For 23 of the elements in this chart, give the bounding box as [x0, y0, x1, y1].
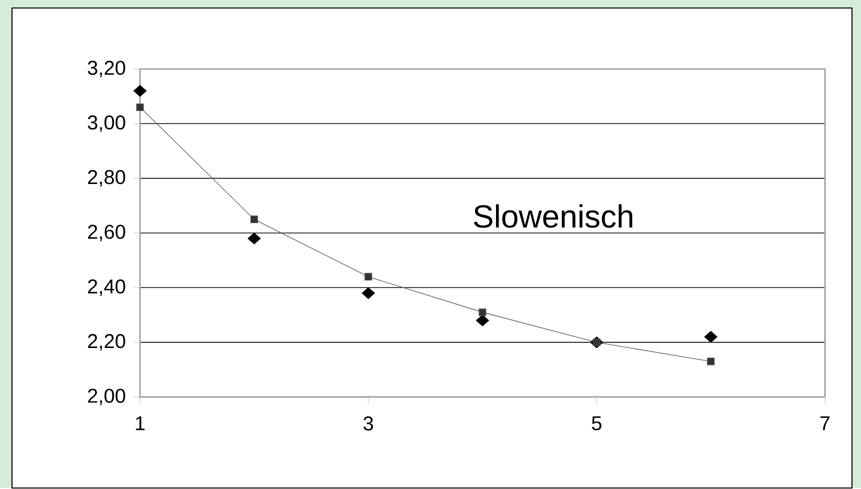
- point: [704, 331, 718, 343]
- x-tick-label: 1: [136, 416, 145, 430]
- point: [476, 314, 490, 327]
- point: [133, 85, 147, 97]
- point: [478, 308, 486, 316]
- annotation: Slowenisch: [474, 204, 632, 228]
- point: [362, 287, 375, 300]
- y-tick-label: 3,20: [88, 60, 126, 78]
- point: [250, 216, 258, 224]
- x-tick-label: 3: [364, 416, 374, 431]
- point: [364, 273, 372, 281]
- y-tick-label: 2,40: [88, 280, 126, 296]
- y-tick-label: 2,80: [88, 170, 126, 187]
- y-tick-label: 2,00: [88, 388, 126, 406]
- y-tick-label: 3,00: [88, 116, 126, 132]
- point: [136, 104, 144, 112]
- point: [592, 338, 600, 346]
- point: [707, 358, 715, 366]
- x-tick-label: 5: [592, 416, 602, 431]
- point: [248, 232, 261, 245]
- y-tick-label: 2,20: [88, 334, 126, 351]
- y-tick-label: 2,60: [88, 224, 126, 242]
- x-tick-label: 7: [820, 416, 830, 430]
